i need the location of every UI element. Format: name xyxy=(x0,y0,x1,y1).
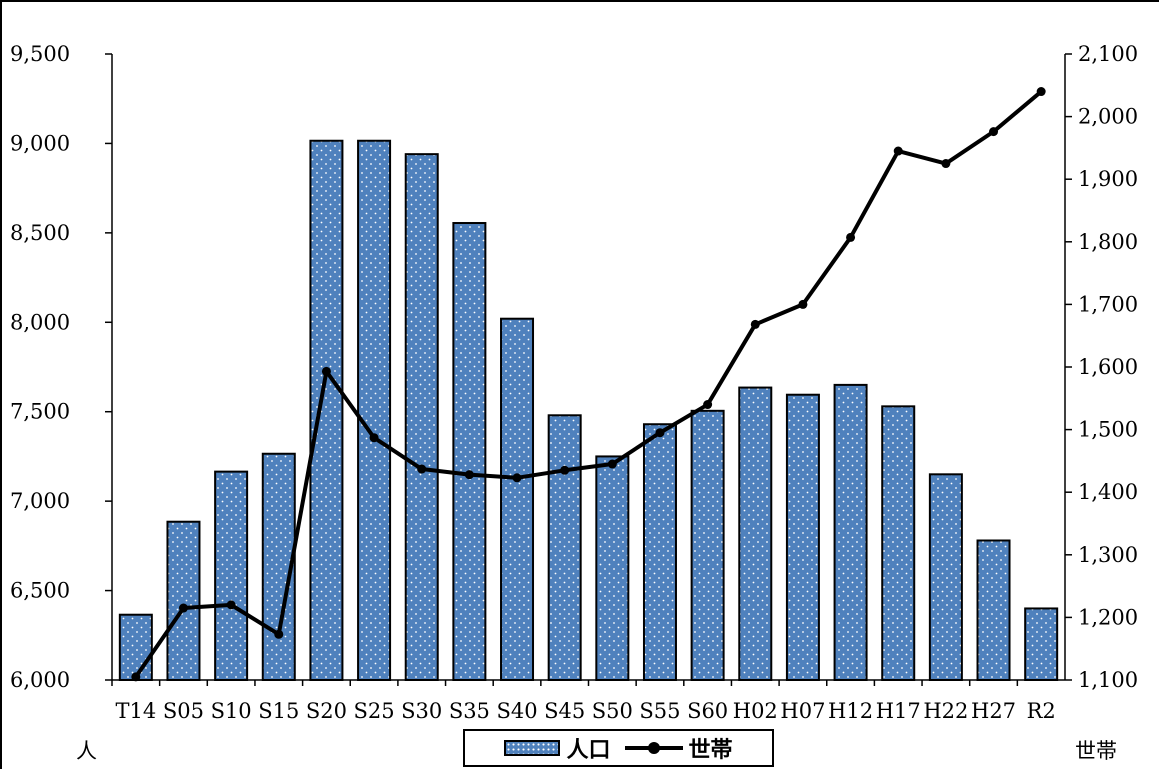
households-point-S60 xyxy=(703,400,713,410)
x-tick-label: S25 xyxy=(354,699,395,723)
x-tick-label: S60 xyxy=(687,699,728,723)
left-tick-label: 9,500 xyxy=(10,42,70,66)
households-point-S20 xyxy=(321,366,331,376)
bar-H02 xyxy=(738,386,773,681)
bar-R2 xyxy=(1024,607,1059,682)
bar-S30 xyxy=(404,153,439,682)
households-point-S05 xyxy=(178,603,188,613)
households-point-S45 xyxy=(560,465,570,475)
right-tick-label: 1,800 xyxy=(1078,230,1138,254)
legend-item-households: 世帯 xyxy=(624,732,733,764)
left-tick-label: 9,000 xyxy=(10,131,70,155)
x-tick-label: S05 xyxy=(163,699,204,723)
households-line xyxy=(134,90,1043,679)
x-tick-label: H07 xyxy=(780,699,825,723)
households-point-S15 xyxy=(274,629,284,639)
x-tick-label: S10 xyxy=(211,699,252,723)
left-tick-label: 7,000 xyxy=(10,489,70,513)
households-point-S30 xyxy=(417,464,427,474)
bars-layer xyxy=(118,139,1059,682)
legend-item-population: 人口 xyxy=(504,732,611,764)
left-tick-label: 6,000 xyxy=(10,668,70,692)
left-tick-label: 8,000 xyxy=(10,310,70,334)
x-tick-label: S20 xyxy=(306,699,347,723)
x-tick-label: S30 xyxy=(401,699,442,723)
households-point-H12 xyxy=(846,232,856,242)
chart-legend: 人口 世帯 xyxy=(463,729,774,767)
bar-S40 xyxy=(500,317,535,681)
x-tick-label: S45 xyxy=(544,699,585,723)
right-tick-label: 1,400 xyxy=(1078,480,1138,504)
bar-H22 xyxy=(928,473,963,682)
right-tick-label: 1,100 xyxy=(1078,668,1138,692)
households-point-H17 xyxy=(893,146,903,156)
x-tick-label: S50 xyxy=(592,699,633,723)
x-tick-label: H27 xyxy=(971,699,1016,723)
bar-S50 xyxy=(595,455,630,681)
axes-layer xyxy=(105,53,1072,686)
right-tick-label: 1,900 xyxy=(1078,167,1138,191)
households-point-S35 xyxy=(464,470,474,480)
right-tick-label: 1,300 xyxy=(1078,543,1138,567)
bar-S55 xyxy=(642,423,677,681)
bar-H12 xyxy=(833,383,868,681)
bar-S20 xyxy=(309,139,344,681)
households-point-H22 xyxy=(941,159,951,169)
left-tick-label: 7,500 xyxy=(10,400,70,424)
x-tick-label: S35 xyxy=(449,699,490,723)
legend-line-swatch xyxy=(624,742,683,754)
bar-S60 xyxy=(690,409,725,681)
x-tick-label: R2 xyxy=(1027,699,1056,723)
left-tick-label: 8,500 xyxy=(10,221,70,245)
households-point-S50 xyxy=(607,459,617,469)
x-tick-label: S55 xyxy=(639,699,680,723)
x-tick-label: S40 xyxy=(496,699,537,723)
bar-S25 xyxy=(357,139,392,681)
bar-S10 xyxy=(214,470,249,682)
right-tick-label: 2,000 xyxy=(1078,105,1138,129)
x-tick-label: H17 xyxy=(876,699,921,723)
x-tick-label: H22 xyxy=(923,699,968,723)
households-point-H27 xyxy=(989,127,999,137)
households-point-R2 xyxy=(1036,87,1046,97)
households-point-T14 xyxy=(131,672,141,682)
legend-label-households: 世帯 xyxy=(688,738,733,763)
households-point-S40 xyxy=(512,473,522,483)
left-axis-unit-label: 人 xyxy=(76,739,97,763)
bar-S05 xyxy=(166,520,201,681)
x-tick-label: T14 xyxy=(115,699,156,723)
households-point-S10 xyxy=(226,600,236,610)
bar-H17 xyxy=(881,405,916,681)
legend-bar-swatch xyxy=(504,740,561,756)
x-tick-label: H12 xyxy=(828,699,873,723)
bar-T14 xyxy=(118,613,153,682)
right-tick-label: 1,200 xyxy=(1078,605,1138,629)
households-point-H07 xyxy=(798,299,808,309)
right-tick-label: 1,600 xyxy=(1078,355,1138,379)
households-point-S25 xyxy=(369,433,379,443)
households-point-S55 xyxy=(655,428,665,438)
legend-label-population: 人口 xyxy=(566,738,611,763)
households-point-H02 xyxy=(750,319,760,329)
bar-H07 xyxy=(785,393,820,681)
right-tick-label: 1,500 xyxy=(1078,418,1138,442)
x-tick-label: H02 xyxy=(733,699,778,723)
bar-H27 xyxy=(976,539,1011,682)
line-layer xyxy=(131,87,1046,682)
right-axis-unit-label: 世帯 xyxy=(1075,739,1117,763)
left-tick-label: 6,500 xyxy=(10,579,70,603)
right-tick-label: 1,700 xyxy=(1078,292,1138,316)
x-tick-label: S15 xyxy=(258,699,299,723)
ticks-layer: 6,000 6,500 7,000 7,500 8,000 8,500 9,000 9,500… xyxy=(10,42,1138,723)
right-tick-label: 2,100 xyxy=(1078,42,1138,66)
bar-S45 xyxy=(547,414,582,681)
bar-S35 xyxy=(452,222,487,682)
